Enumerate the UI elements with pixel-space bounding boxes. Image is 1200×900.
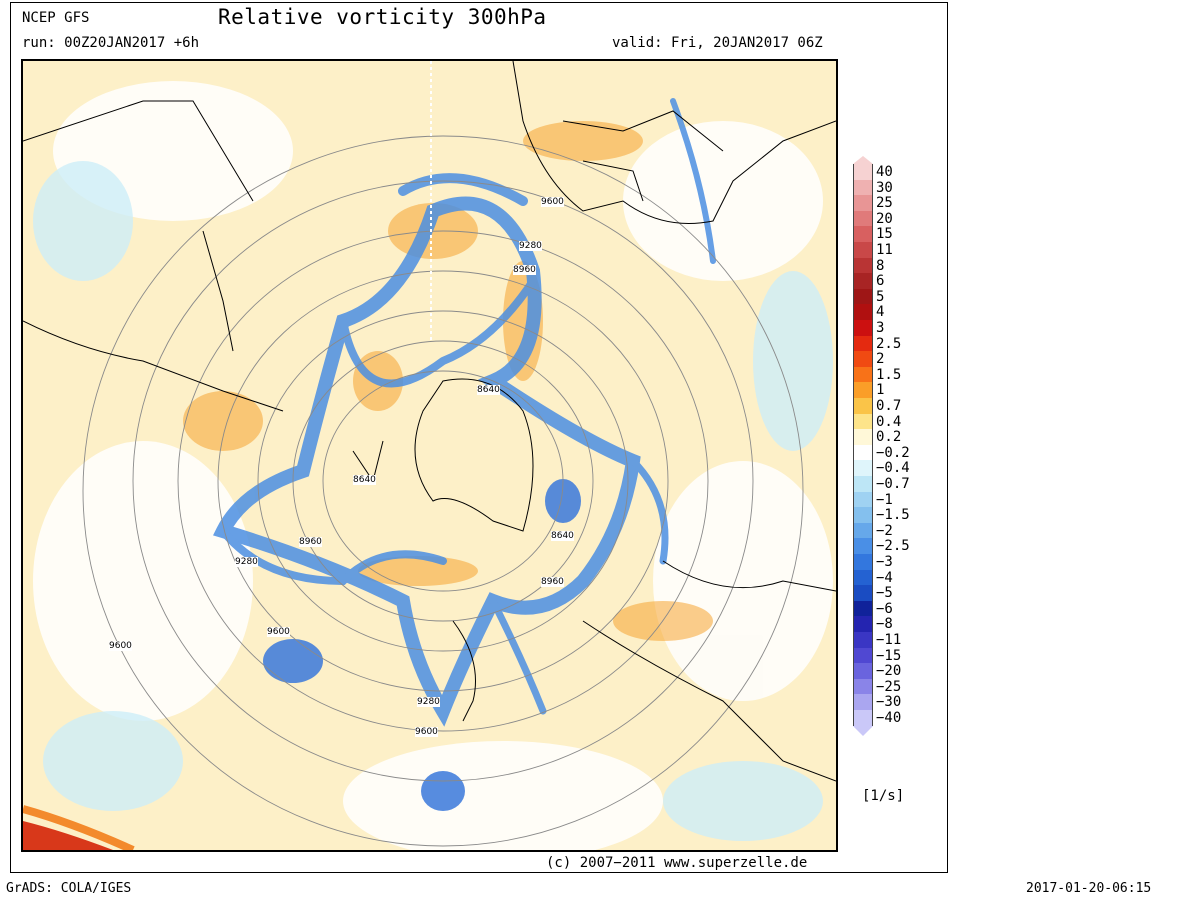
colorbar-level-label: 0.2 <box>876 429 902 446</box>
colorbar-cell <box>853 195 873 212</box>
colorbar-level-label: −3 <box>876 554 893 570</box>
colorbar-level-label: 5 <box>876 288 885 305</box>
colorbar-cell <box>853 382 873 399</box>
colorbar-level-label: −1 <box>876 491 893 508</box>
colorbar-cell <box>853 538 873 555</box>
colorbar-level-label: −0.7 <box>876 476 910 492</box>
contour-label: 9280 <box>235 557 258 567</box>
colorbar-cell <box>853 522 873 539</box>
colorbar-cell <box>853 366 873 383</box>
colorbar-level-label: 2.5 <box>876 335 902 352</box>
colorbar-level-label: 20 <box>876 210 893 227</box>
grads-credit: GrADS: COLA/IGES <box>6 881 132 896</box>
colorbar-cell <box>853 694 873 711</box>
colorbar-cell <box>853 320 873 337</box>
colorbar-level-label: 6 <box>876 273 885 290</box>
colorbar-level-label: −2.5 <box>876 538 910 555</box>
colorbar-cell <box>853 554 873 571</box>
contour-label: 8640 <box>353 475 376 485</box>
colorbar-cell <box>853 491 873 508</box>
colorbar-level-label: 30 <box>876 179 893 196</box>
colorbar-level-label: 11 <box>876 242 893 258</box>
colorbar-level-label: 0.7 <box>876 398 902 414</box>
colorbar-level-label: −4 <box>876 569 893 586</box>
colorbar-level-label: −6 <box>876 600 893 617</box>
valid-label: valid: Fri, 20JAN2017 06Z <box>612 35 823 51</box>
colorbar-level-label: −1.5 <box>876 507 910 524</box>
colorbar-level-label: −30 <box>876 694 902 711</box>
colorbar-level-label: −15 <box>876 647 902 664</box>
colorbar-cell <box>853 476 873 493</box>
colorbar-cell <box>853 288 873 305</box>
run-label: run: 00Z20JAN2017 +6h <box>22 35 200 51</box>
colorbar-cell <box>853 429 873 446</box>
colorbar-cell <box>853 304 873 321</box>
colorbar-cell <box>853 647 873 664</box>
contour-label: 8640 <box>477 385 500 395</box>
timestamp: 2017-01-20-06:15 <box>1026 881 1152 896</box>
colorbar-level-label: −40 <box>876 710 902 726</box>
colorbar-cell <box>853 616 873 633</box>
colorbar-level-label: −20 <box>876 663 902 680</box>
colorbar-cell <box>853 413 873 430</box>
colorbar-cell <box>853 663 873 680</box>
colorbar-cell <box>853 507 873 524</box>
colorbar-cell <box>853 242 873 259</box>
colorbar-level-label: 25 <box>876 195 893 212</box>
colorbar-level-label: 40 <box>876 164 893 180</box>
colorbar-level-label: −2 <box>876 522 893 539</box>
colorbar-cell <box>853 351 873 368</box>
colorbar-level-label: 4 <box>876 304 885 321</box>
colorbar-level-label: −5 <box>876 585 893 602</box>
colorbar-cell <box>853 632 873 649</box>
colorbar-level-label: −0.2 <box>876 444 910 461</box>
colorbar-bottom-arrow <box>853 725 873 736</box>
colorbar-cell <box>853 678 873 695</box>
colorbar-level-label: 0.4 <box>876 413 902 430</box>
colorbar-cell <box>853 398 873 415</box>
colorbar-unit: [1/s] <box>862 788 905 804</box>
colorbar-level-label: 3 <box>876 320 885 336</box>
contour-label: 8960 <box>299 537 322 547</box>
colorbar-cell <box>853 335 873 352</box>
colorbar-cell <box>853 585 873 602</box>
colorbar-cell <box>853 710 873 727</box>
contour-label: 8640 <box>551 531 574 541</box>
colorbar-cell <box>853 273 873 290</box>
contour-label: 9600 <box>541 197 564 207</box>
vorticity-map: 9600 9280 8960 8640 8640 8960 8640 9280 … <box>21 59 838 852</box>
colorbar-top-arrow <box>853 156 873 164</box>
copyright-text: (c) 2007−2011 www.superzelle.de <box>546 855 808 871</box>
colorbar-cell <box>853 569 873 586</box>
contour-label: 9600 <box>267 627 290 637</box>
contour-label: 9600 <box>109 641 132 651</box>
map-title: Relative vorticity 300hPa <box>218 5 547 29</box>
contour-label: 9600 <box>415 727 438 737</box>
model-label: NCEP GFS <box>22 10 90 26</box>
colorbar-cell <box>853 257 873 274</box>
contour-label: 9280 <box>417 697 440 707</box>
colorbar-level-label: 2 <box>876 351 885 368</box>
colorbar-cell <box>853 210 873 227</box>
colorbar-level-label: −0.4 <box>876 460 910 477</box>
colorbar-cell <box>853 444 873 461</box>
contour-label: 8960 <box>541 577 564 587</box>
contour-label: 9280 <box>519 241 542 251</box>
colorbar-level-label: 1 <box>876 382 885 399</box>
colorbar-level-label: −25 <box>876 678 902 695</box>
colorbar-cell <box>853 164 873 181</box>
map-canvas <box>23 61 836 850</box>
colorbar-cell <box>853 179 873 196</box>
colorbar-level-label: 8 <box>876 257 885 274</box>
colorbar-cell <box>853 600 873 617</box>
colorbar-level-label: −8 <box>876 616 893 633</box>
contour-label: 8960 <box>513 265 536 275</box>
colorbar-cell <box>853 226 873 243</box>
colorbar-level-label: 1.5 <box>876 366 902 383</box>
colorbar-level-label: 15 <box>876 226 893 243</box>
colorbar-cell <box>853 460 873 477</box>
colorbar-level-label: −11 <box>876 632 902 648</box>
